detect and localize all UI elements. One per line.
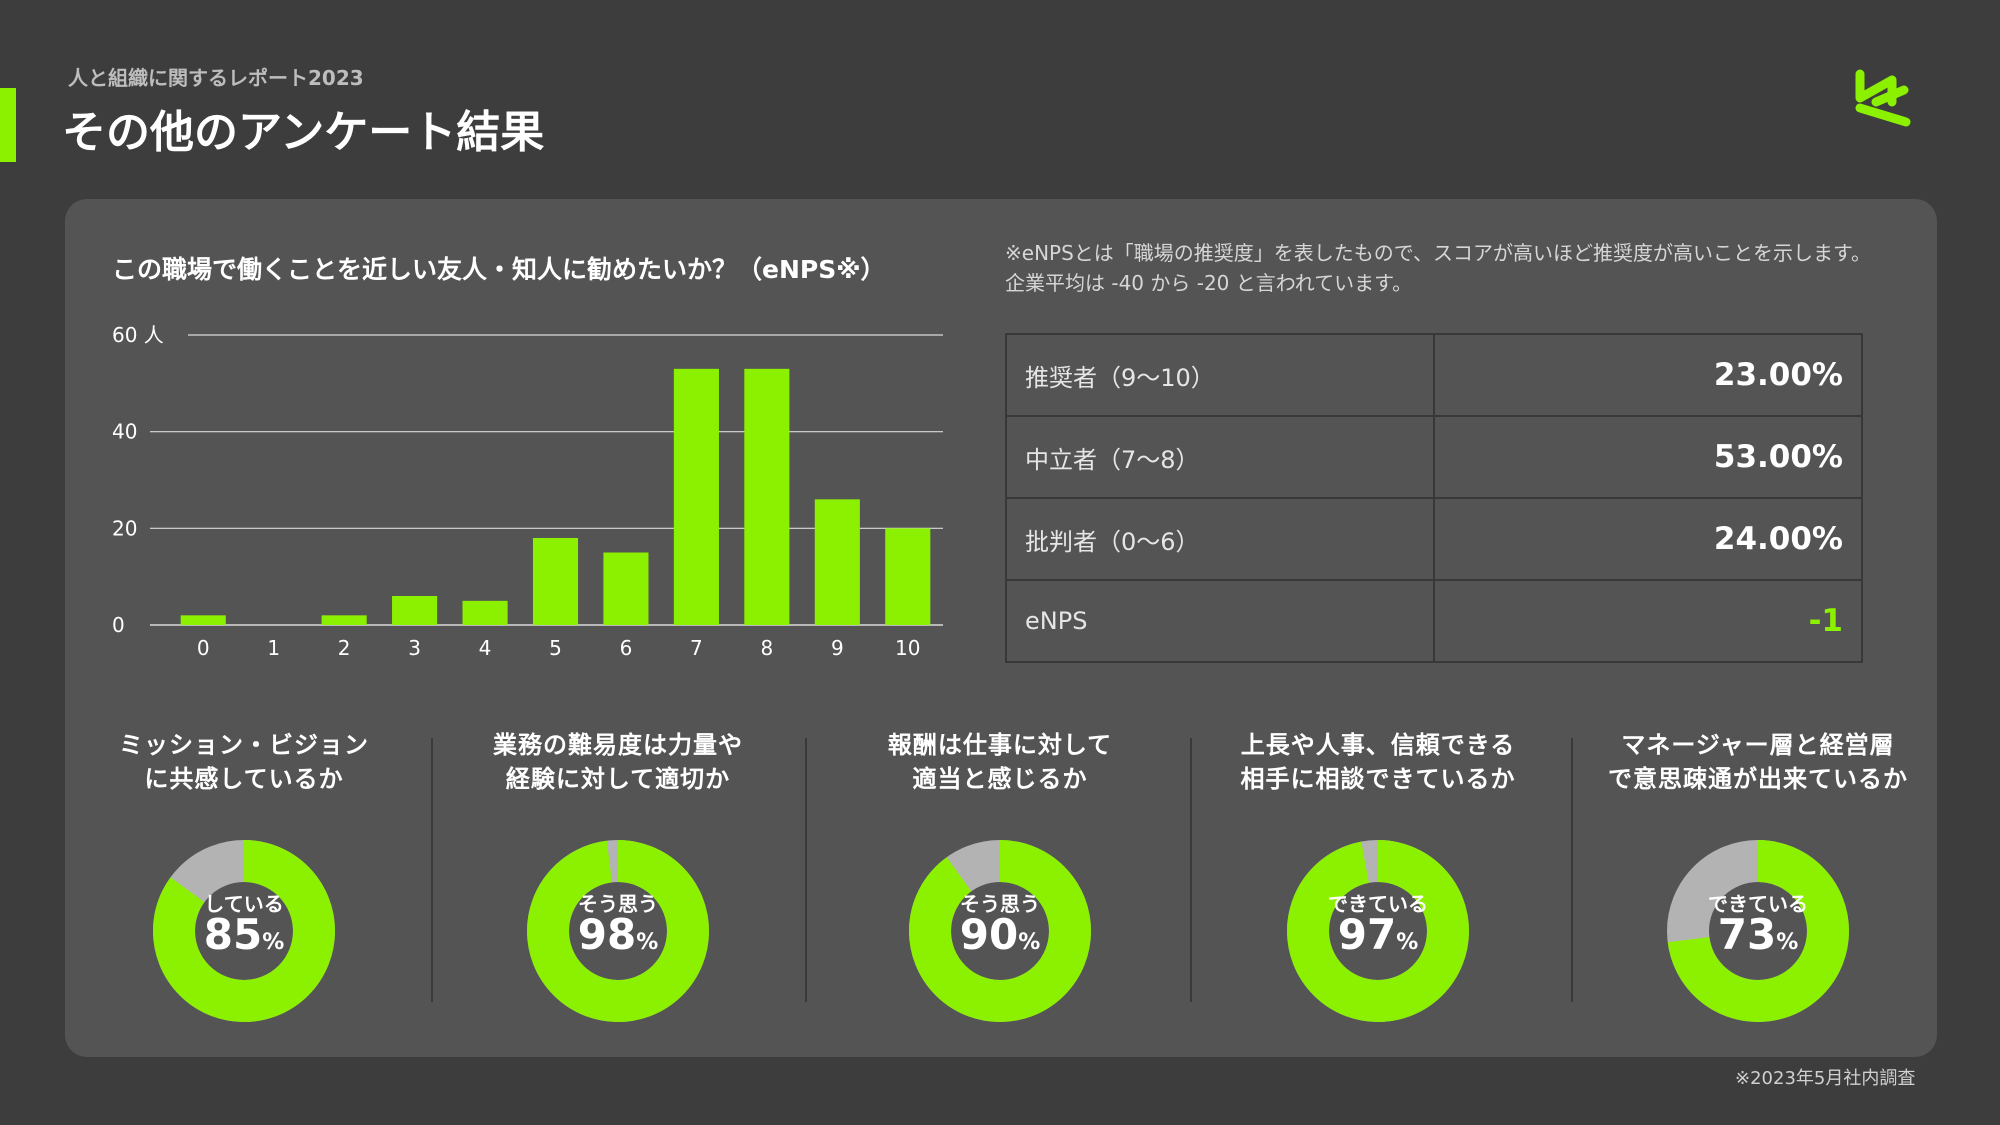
detractors-value: 24.00% — [1433, 497, 1863, 581]
donut-mission-vision: ミッション・ビジョン に共感しているか している 85% — [74, 728, 414, 1026]
donut-question: マネージャー層と経営層 で意思疎通が出来ているか — [1608, 731, 1908, 793]
donut-task-difficulty: 業務の難易度は力量や 経験に対して適切か そう思う 98% — [448, 728, 788, 1026]
donut-percent: 90% — [905, 910, 1095, 959]
donut-slice — [1287, 840, 1469, 1022]
donut-slice — [153, 840, 335, 1022]
bar — [744, 368, 790, 625]
bar — [814, 499, 860, 625]
enps-stats-table: 推奨者（9〜10） 23.00% 中立者（7〜8） 53.00% 批判者（0〜6… — [1005, 333, 1863, 663]
donut-label: そう思う — [960, 892, 1040, 916]
table-row: 推奨者（9〜10） 23.00% — [1005, 333, 1863, 417]
donut-chart — [909, 840, 1091, 1022]
donut-percent: 73% — [1663, 910, 1853, 959]
x-tick-label: 8 — [760, 636, 773, 660]
donut-slice — [909, 840, 1091, 1022]
donut-unit: % — [1776, 930, 1799, 955]
column-divider — [431, 738, 433, 1002]
donut-label: できている — [1708, 892, 1808, 916]
y-tick-label: 20 — [112, 516, 137, 540]
bar — [180, 615, 226, 625]
donut-unit: % — [636, 930, 659, 955]
donut-value: 90 — [959, 910, 1019, 959]
bar — [673, 368, 719, 625]
enps-label: eNPS — [1005, 579, 1435, 663]
enps-bar-chart: 0 20 40 60 人 0 1 2 3 4 5 6 7 8 9 10 — [112, 323, 943, 660]
x-tick-label: 1 — [267, 636, 280, 660]
donut-label: そう思う — [578, 892, 658, 916]
enps-value: -1 — [1433, 579, 1863, 663]
column-divider — [1190, 738, 1192, 1002]
donut-communication: マネージャー層と経営層 で意思疎通が出来ているか できている 73% — [1588, 728, 1928, 1026]
donut-chart — [527, 840, 709, 1022]
donut-unit: % — [1018, 930, 1041, 955]
table-row: 批判者（0〜6） 24.00% — [1005, 497, 1863, 581]
enps-question: この職場で働くことを近しい友人・知人に勧めたいか？（eNPS※） — [112, 255, 886, 284]
donut-value: 98 — [577, 910, 637, 959]
donut-percent: 85% — [149, 910, 339, 959]
column-divider — [1571, 738, 1573, 1002]
donut-unit: % — [262, 930, 285, 955]
column-divider — [805, 738, 807, 1002]
x-tick-label: 3 — [408, 636, 421, 660]
x-tick-label: 9 — [831, 636, 844, 660]
donut-value: 85 — [203, 910, 263, 959]
bar — [532, 538, 579, 625]
donut-label: している — [204, 892, 284, 916]
title-accent-bar — [0, 88, 16, 162]
passives-label: 中立者（7〜8） — [1005, 415, 1435, 499]
y-tick-label: 60 人 — [112, 323, 164, 347]
donut-compensation: 報酬は仕事に対して 適当と感じるか そう思う 90% — [830, 728, 1170, 1026]
bar — [462, 600, 508, 625]
x-tick-label: 2 — [338, 636, 351, 660]
table-row: 中立者（7〜8） 53.00% — [1005, 415, 1863, 499]
donut-value: 97 — [1337, 910, 1397, 959]
bar — [603, 552, 649, 625]
enps-note: ※eNPSとは「職場の推奨度」を表したもので、スコアが高いほど推奨度が高いことを… — [1005, 241, 1871, 295]
survey-footnote: ※2023年5月社内調査 — [1735, 1068, 1916, 1089]
report-subtitle: 人と組織に関するレポート2023 — [68, 66, 364, 90]
bar — [885, 528, 931, 625]
bar — [392, 596, 438, 625]
donut-question: 業務の難易度は力量や 経験に対して適切か — [493, 731, 743, 793]
donut-chart — [1287, 840, 1469, 1022]
x-tick-label: 10 — [895, 636, 920, 660]
donut-chart — [153, 840, 335, 1022]
donut-consultation: 上長や人事、信頼できる 相手に相談できているか できている 97% — [1208, 728, 1548, 1026]
promoters-value: 23.00% — [1433, 333, 1863, 417]
y-tick-label: 40 — [112, 420, 137, 444]
donut-value: 73 — [1717, 910, 1777, 959]
donut-slice — [1667, 840, 1849, 1022]
passives-value: 53.00% — [1433, 415, 1863, 499]
donut-percent: 97% — [1283, 910, 1473, 959]
x-tick-label: 7 — [690, 636, 703, 660]
y-tick-label: 0 — [112, 613, 125, 637]
bar — [321, 615, 367, 625]
donut-unit: % — [1396, 930, 1419, 955]
detractors-label: 批判者（0〜6） — [1005, 497, 1435, 581]
promoters-label: 推奨者（9〜10） — [1005, 333, 1435, 417]
donut-label: できている — [1328, 892, 1428, 916]
donut-question: 上長や人事、信頼できる 相手に相談できているか — [1240, 731, 1516, 793]
x-tick-label: 0 — [197, 636, 210, 660]
table-row: eNPS -1 — [1005, 579, 1863, 663]
x-tick-label: 5 — [549, 636, 562, 660]
brand-logo-icon — [1855, 69, 1911, 127]
donut-slice — [527, 840, 709, 1022]
donut-question: 報酬は仕事に対して 適当と感じるか — [887, 731, 1113, 793]
donut-percent: 98% — [523, 910, 713, 959]
x-tick-label: 6 — [620, 636, 633, 660]
x-tick-label: 4 — [479, 636, 492, 660]
donut-chart — [1667, 840, 1849, 1022]
page-title: その他のアンケート結果 — [62, 107, 545, 158]
donut-question: ミッション・ビジョン に共感しているか — [119, 731, 369, 793]
